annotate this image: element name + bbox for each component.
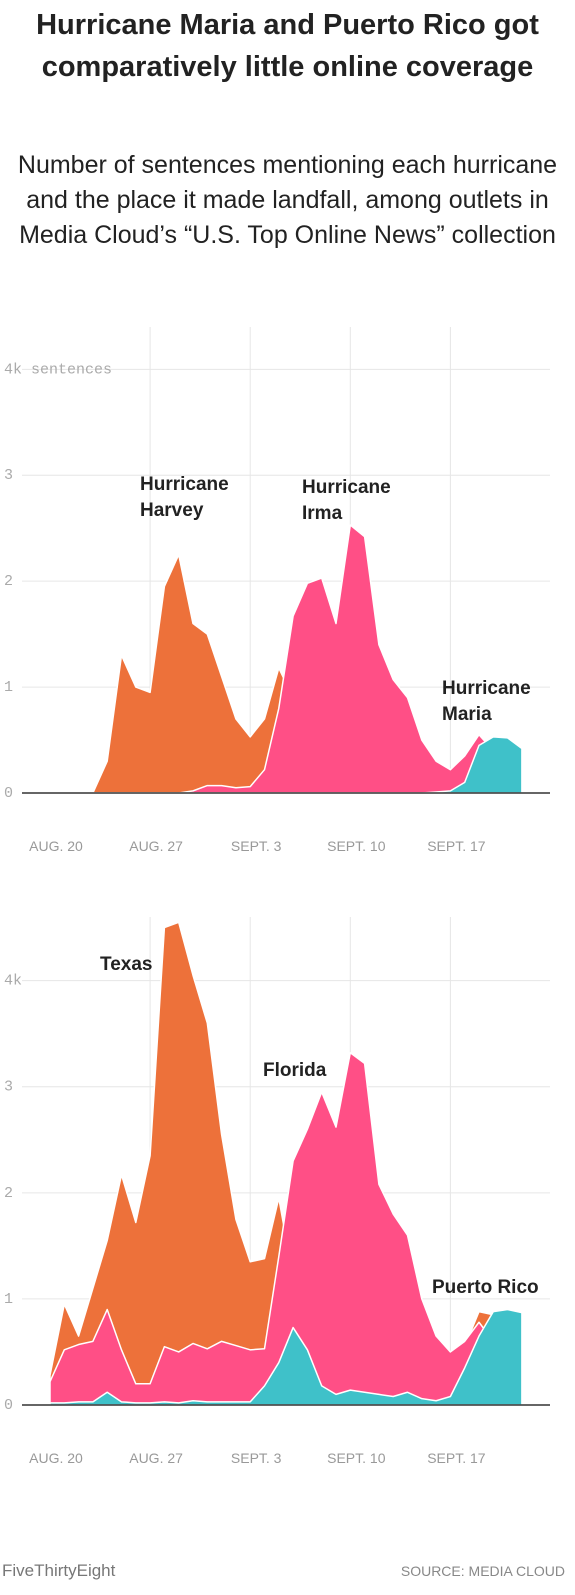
x-tick-label: AUG. 27 xyxy=(129,1450,183,1466)
annotation: Maria xyxy=(442,704,492,725)
brand: FiveThirtyEight xyxy=(2,1561,116,1580)
x-tick-label: SEPT. 3 xyxy=(231,1450,282,1466)
annotation: Puerto Rico xyxy=(432,1277,539,1298)
x-tick-label: SEPT. 10 xyxy=(327,838,386,854)
title: Hurricane Maria and Puerto Rico got comp… xyxy=(36,9,539,83)
annotation: Hurricane xyxy=(442,678,531,699)
annotation: Irma xyxy=(302,503,343,524)
y-tick-label: 4k sentences xyxy=(4,361,112,378)
annotation: Florida xyxy=(263,1060,327,1081)
y-tick-label: 3 xyxy=(4,467,13,484)
subtitle: Number of sentences mentioning each hurr… xyxy=(17,151,558,249)
x-tick-label: AUG. 20 xyxy=(29,1450,83,1466)
y-tick-label: 1 xyxy=(4,679,13,696)
annotation: Harvey xyxy=(140,500,204,521)
y-tick-label: 0 xyxy=(4,785,13,802)
annotation: Hurricane xyxy=(140,474,229,495)
y-tick-label: 2 xyxy=(4,573,13,590)
x-tick-label: SEPT. 17 xyxy=(427,1450,486,1466)
annotation: Texas xyxy=(100,954,152,975)
x-tick-label: SEPT. 17 xyxy=(427,838,486,854)
x-tick-label: SEPT. 3 xyxy=(231,838,282,854)
annotation: Hurricane xyxy=(302,477,391,498)
x-tick-label: AUG. 20 xyxy=(29,838,83,854)
area xyxy=(49,1308,523,1406)
y-tick-label: 1 xyxy=(4,1291,13,1308)
area xyxy=(49,1052,523,1406)
y-tick-label: 3 xyxy=(4,1079,13,1096)
y-tick-label: 0 xyxy=(4,1397,13,1414)
y-tick-label: 2 xyxy=(4,1185,13,1202)
source: SOURCE: MEDIA CLOUD xyxy=(401,1563,565,1579)
y-tick-label: 4k xyxy=(4,973,22,990)
x-tick-label: SEPT. 10 xyxy=(327,1450,386,1466)
x-tick-label: AUG. 27 xyxy=(129,838,183,854)
